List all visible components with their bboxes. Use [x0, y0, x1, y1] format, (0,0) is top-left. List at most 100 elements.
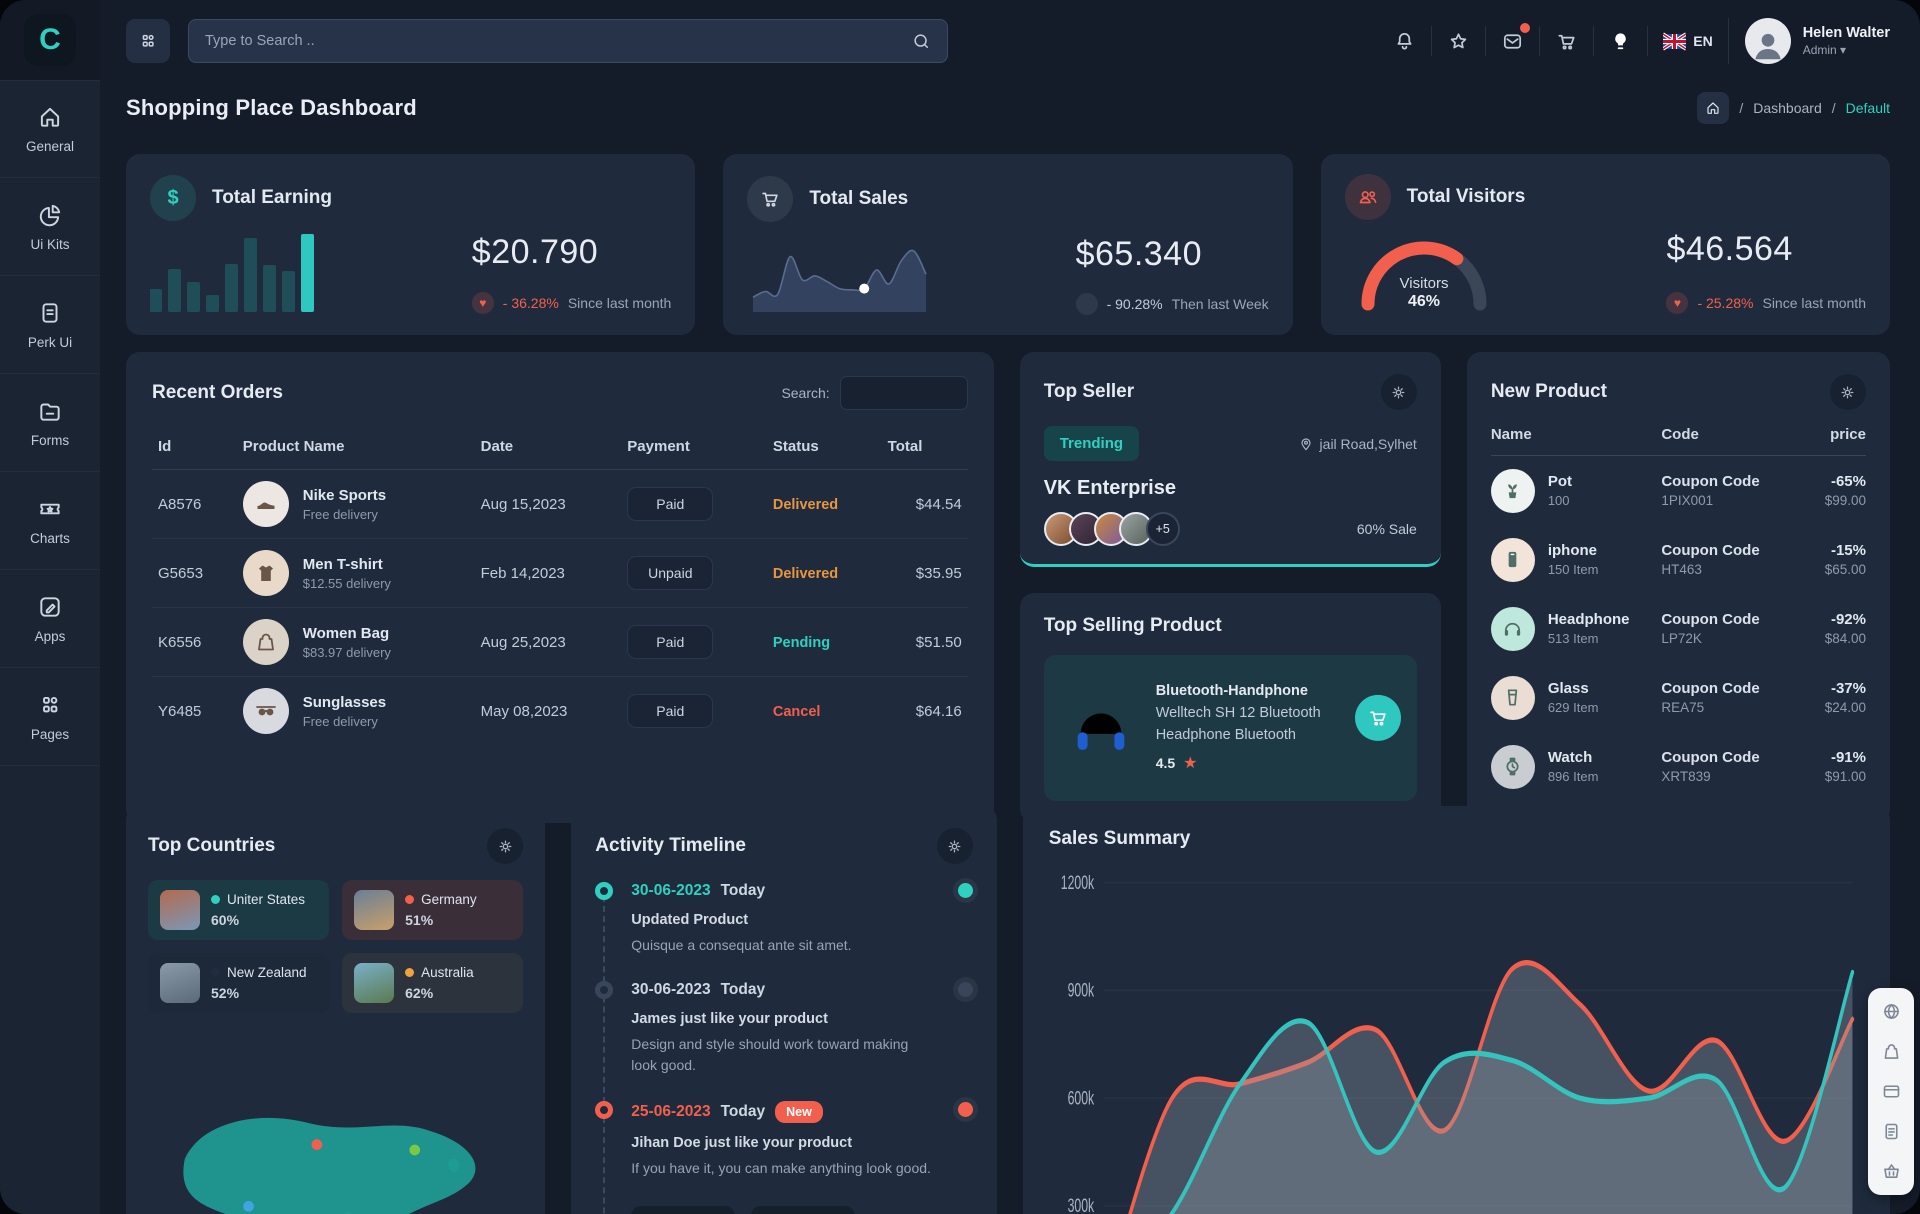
sidebar-item-charts[interactable]: Charts: [0, 472, 100, 570]
basket-icon[interactable]: [1881, 1161, 1902, 1182]
sidebar-nav: General Ui Kits Perk Ui Forms Charts Apps Page…: [0, 80, 100, 766]
add-to-cart-button[interactable]: [1354, 694, 1401, 741]
sidebar-item-apps[interactable]: Apps: [0, 570, 100, 668]
timeline-event[interactable]: 30-06-2023 Today James just like your prod…: [595, 981, 973, 1101]
table-row[interactable]: Y6485 Sunglasses Free delivery May 08,2023 P…: [152, 677, 968, 746]
payment-chip[interactable]: Paid: [627, 625, 714, 659]
product-subtitle: Free delivery: [302, 713, 378, 729]
search-input[interactable]: [205, 33, 901, 49]
breadcrumb-dashboard[interactable]: Dashboard: [1753, 100, 1822, 116]
product-image-plant: [1490, 468, 1535, 513]
timeline-side-dot: [957, 883, 973, 898]
top-countries-settings-button[interactable]: [487, 828, 524, 864]
stat-note: Then last Week: [1171, 295, 1269, 312]
seller-avatar-more[interactable]: +5: [1145, 512, 1180, 546]
order-status: Cancel: [767, 677, 882, 746]
seller-sale: 60% Sale: [1356, 521, 1417, 537]
seller-avatars: +5: [1043, 512, 1180, 546]
country-percent: 51%: [405, 912, 434, 928]
activity-settings-button[interactable]: [936, 828, 973, 864]
product-quantity: 513 Item: [1547, 631, 1599, 646]
orders-column-header: Status: [766, 428, 882, 470]
total-visitors-card: Total Visitors $46.564 ♥ - 25.28% Since …: [1320, 154, 1890, 335]
timeline-event[interactable]: 25-06-2023 Today New Jihan Doe just like yo…: [595, 1100, 973, 1204]
sidebar-item-general[interactable]: General: [0, 80, 100, 178]
airpods-thumb[interactable]: [751, 1206, 856, 1214]
country-tile-germany[interactable]: Germany 51%: [342, 880, 524, 940]
order-product: Men T-shirt $12.55 delivery: [236, 538, 475, 608]
timeline-date: 30-06-2023: [631, 882, 711, 899]
map-marker[interactable]: [243, 1200, 254, 1212]
country-tile-uniter-states[interactable]: Uniter States 60%: [148, 880, 330, 940]
top-seller-settings-button[interactable]: [1380, 374, 1417, 410]
np-price-col: -15% $65.00: [1788, 542, 1866, 577]
sidebar-item-perk-ui[interactable]: Perk Ui: [0, 276, 100, 374]
invoice-icon[interactable]: [1881, 1121, 1902, 1142]
list-item[interactable]: Glass 629 Item Coupon Code REA75 -37% $24.00: [1490, 663, 1866, 732]
app-logo[interactable]: C: [24, 14, 76, 66]
trending-badge[interactable]: Trending: [1043, 426, 1140, 461]
np-price-col: -65% $99.00: [1788, 473, 1866, 508]
status-badge: Delivered: [772, 565, 839, 582]
timeline-event[interactable]: 30-06-2023 Today Updated Product Quisque a …: [595, 882, 973, 981]
list-item[interactable]: Headphone 513 Item Coupon Code LP72K -92% $84…: [1490, 594, 1866, 663]
product-text: Men T-shirt $12.55 delivery: [303, 556, 391, 591]
notifications-button[interactable]: [1378, 26, 1431, 56]
messages-button[interactable]: [1485, 23, 1539, 56]
theme-toggle[interactable]: [1593, 26, 1647, 56]
cart-button[interactable]: [1539, 26, 1593, 56]
headphone-thumb[interactable]: [631, 1206, 736, 1214]
bag-icon[interactable]: [1881, 1041, 1902, 1062]
breadcrumb-default[interactable]: Default: [1845, 100, 1890, 116]
coupon-code-label: Coupon Code: [1661, 680, 1760, 697]
payment-chip[interactable]: Paid: [627, 487, 714, 521]
favorites-button[interactable]: [1431, 26, 1485, 56]
new-product-list: Pot 100 Coupon Code 1PIX001 -65% $99.00 iphone…: [1490, 456, 1866, 801]
product-cell: Sunglasses Free delivery: [242, 688, 469, 734]
mid-row: Recent Orders Search: Id Product Name Date…: [126, 352, 1890, 823]
search-icon[interactable]: [911, 31, 931, 51]
np-code: Coupon Code LP72K: [1661, 611, 1787, 646]
payment-chip[interactable]: Paid: [627, 694, 714, 728]
country-tile-new-zealand[interactable]: New Zealand 52%: [148, 953, 330, 1013]
order-product: Sunglasses Free delivery: [237, 677, 475, 746]
sidebar-item-label: Forms: [30, 432, 70, 448]
country-text: Germany 51%: [405, 892, 477, 928]
country-tile-australia[interactable]: Australia 62%: [342, 953, 524, 1013]
list-item[interactable]: iphone 150 Item Coupon Code HT463 -15% $65.00: [1490, 525, 1866, 594]
payment-chip[interactable]: Unpaid: [627, 556, 714, 590]
list-item[interactable]: Watch 896 Item Coupon Code XRT839 -91% $91.00: [1490, 732, 1866, 801]
language-selector[interactable]: EN: [1647, 26, 1727, 56]
sidebar-item-forms[interactable]: Forms: [0, 374, 100, 472]
table-row[interactable]: K6556 Women Bag $83.97 delivery Aug 25,2023…: [152, 607, 968, 677]
orders-search-input[interactable]: [839, 376, 968, 410]
series-sales-teal: [1168, 969, 1854, 1214]
timeline-date: 30-06-2023: [631, 981, 711, 999]
table-row[interactable]: G5653 Men T-shirt $12.55 delivery Feb 14,20…: [152, 538, 968, 608]
order-status: Delivered: [766, 538, 882, 608]
sidebar-item-pages[interactable]: Pages: [0, 668, 100, 766]
top-product-item[interactable]: Bluetooth-Handphone Welltech SH 12 Bluet…: [1043, 655, 1417, 801]
np-text: Glass 629 Item: [1548, 680, 1599, 715]
sidebar-item-ui-kits[interactable]: Ui Kits: [0, 178, 100, 276]
new-product-card: New Product Name Code price Pot 100 Coupon C…: [1466, 352, 1890, 823]
stat-delta: - 36.28%: [502, 295, 559, 312]
user-avatar: [1744, 18, 1791, 64]
table-row[interactable]: A8576 Nike Sports Free delivery Aug 15,2023…: [152, 469, 968, 539]
map-marker[interactable]: [409, 1144, 421, 1156]
location-pin-icon: [1298, 436, 1314, 452]
user-menu[interactable]: Helen Walter Admin ▾: [1727, 18, 1890, 64]
heart-down-icon: ♥: [1666, 291, 1689, 314]
apps-grid-button[interactable]: [126, 19, 170, 63]
card-icon[interactable]: [1881, 1081, 1902, 1102]
list-item[interactable]: Pot 100 Coupon Code 1PIX001 -65% $99.00: [1490, 456, 1866, 525]
global-search: [188, 19, 948, 63]
map-marker[interactable]: [311, 1139, 323, 1150]
svg-text:1200k: 1200k: [1061, 872, 1095, 893]
new-product-settings-button[interactable]: [1829, 374, 1866, 410]
pencil-icon: [37, 594, 63, 620]
globe-icon[interactable]: [1881, 1001, 1902, 1022]
breadcrumb-home-button[interactable]: [1697, 92, 1730, 124]
user-role: Admin ▾: [1802, 43, 1847, 57]
